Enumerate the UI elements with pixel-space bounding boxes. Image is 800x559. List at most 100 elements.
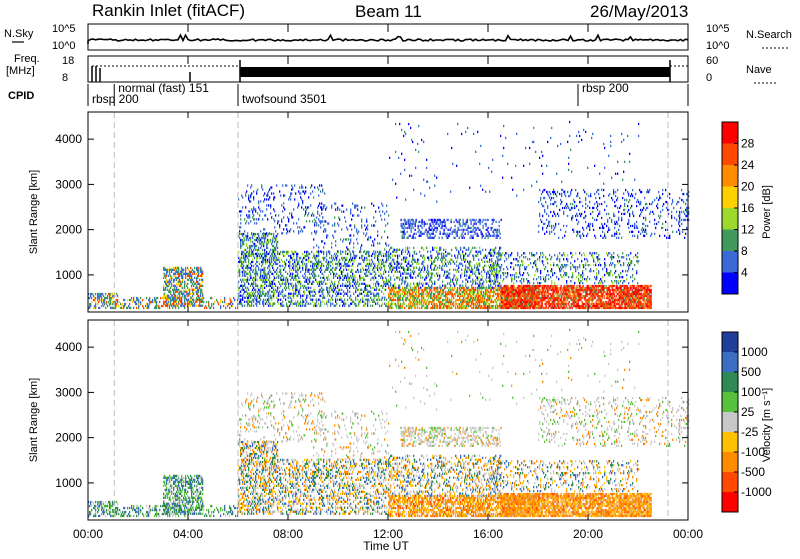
range-cell (448, 303, 449, 305)
range-cell (321, 203, 322, 205)
range-cell (310, 295, 311, 297)
range-cell (484, 299, 485, 301)
range-cell (101, 295, 102, 297)
range-cell (196, 273, 197, 275)
range-cell (379, 299, 380, 301)
range-cell (138, 299, 139, 301)
range-cell (352, 257, 353, 259)
range-cell (295, 301, 296, 303)
range-cell (415, 277, 416, 279)
range-cell (249, 214, 250, 216)
range-cell (468, 247, 469, 249)
range-cell (404, 287, 405, 289)
range-cell (239, 287, 240, 289)
range-cell (321, 287, 322, 289)
range-cell (159, 307, 160, 309)
range-cell (297, 273, 298, 275)
range-cell (450, 285, 451, 287)
range-cell (263, 243, 264, 245)
range-cell (245, 261, 246, 263)
range-cell (271, 299, 272, 301)
range-cell (285, 289, 286, 291)
range-cell (402, 305, 403, 307)
range-cell (229, 307, 230, 309)
range-cell (428, 259, 429, 261)
range-cell (140, 301, 141, 303)
range-cell (115, 301, 116, 303)
range-cell (314, 224, 315, 226)
range-cell (454, 263, 455, 265)
range-cell (314, 230, 315, 232)
range-cell (383, 293, 384, 295)
range-cell (321, 269, 322, 271)
range-cell (257, 261, 258, 263)
range-cell (356, 255, 357, 257)
range-cell (482, 283, 483, 285)
range-cell (452, 279, 453, 281)
range-cell (342, 240, 343, 242)
range-cell (330, 273, 331, 275)
range-cell (307, 295, 308, 297)
range-cell (262, 287, 263, 289)
range-cell (380, 253, 381, 255)
range-cell (278, 303, 279, 305)
range-cell (191, 285, 192, 287)
range-cell (450, 263, 451, 265)
range-cell (185, 281, 186, 283)
range-cell (332, 271, 333, 273)
range-cell (357, 283, 358, 285)
range-cell (456, 261, 457, 263)
range-cell (314, 265, 315, 267)
range-cell (331, 297, 332, 299)
range-cell (331, 205, 332, 207)
range-cell (330, 283, 331, 285)
range-cell (326, 207, 327, 209)
range-cell (402, 281, 403, 283)
range-cell (192, 269, 193, 271)
range-cell (250, 263, 251, 265)
range-cell (368, 265, 369, 267)
range-cell (193, 285, 194, 287)
range-cell (321, 184, 322, 186)
cpid-segment-label: twofsound 3501 (242, 92, 327, 106)
range-cell (373, 283, 374, 285)
range-cell (184, 297, 185, 299)
range-cell (257, 212, 258, 214)
range-cell (427, 233, 428, 235)
range-cell (242, 235, 243, 237)
range-cell (230, 303, 231, 305)
range-cell (278, 293, 279, 295)
range-cell (378, 293, 379, 295)
range-cell (383, 261, 384, 263)
range-cell (470, 261, 471, 263)
range-cell (428, 271, 429, 273)
range-cell (402, 293, 403, 295)
range-cell (237, 299, 238, 301)
range-cell (448, 289, 449, 291)
range-cell (267, 235, 268, 237)
range-cell (344, 299, 345, 301)
range-cell (423, 295, 424, 297)
range-cell (271, 216, 272, 218)
range-cell (282, 261, 283, 263)
range-cell (276, 297, 277, 299)
range-cell (305, 210, 306, 212)
range-cell (450, 233, 451, 235)
range-cell (248, 261, 249, 263)
range-cell (319, 299, 320, 301)
range-cell (296, 285, 297, 287)
range-cell (288, 251, 289, 253)
range-cell (238, 198, 239, 200)
range-cell (220, 301, 221, 303)
range-cell (484, 261, 485, 263)
range-cell (254, 222, 255, 224)
range-cell (168, 299, 169, 301)
range-cell (185, 305, 186, 307)
range-cell (358, 230, 359, 232)
range-cell (441, 261, 442, 263)
range-cell (322, 188, 323, 190)
range-cell (306, 208, 307, 210)
range-cell (440, 233, 441, 235)
range-cell (292, 251, 293, 253)
